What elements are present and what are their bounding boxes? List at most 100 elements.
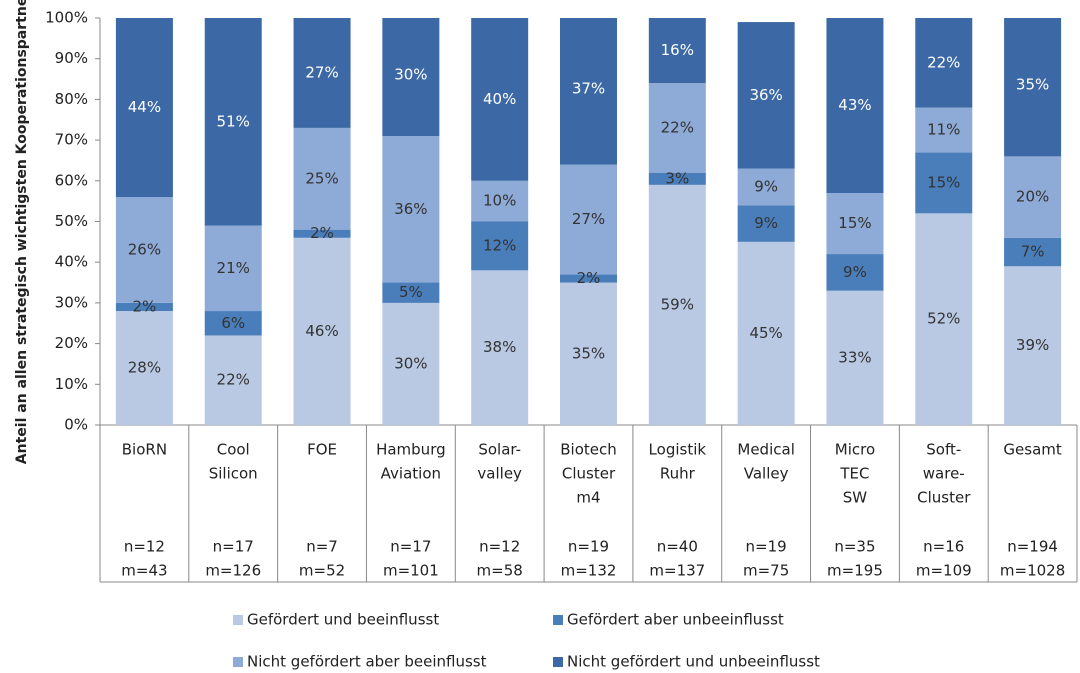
bar-segment xyxy=(1004,266,1062,425)
value-label: 2% xyxy=(310,224,334,242)
bar-segment xyxy=(293,237,351,425)
value-label: 7% xyxy=(1021,243,1045,261)
bar-segment xyxy=(737,22,795,169)
legend-label: Nicht gefördert und unbeeinflusst xyxy=(567,653,820,671)
value-label: 10% xyxy=(483,192,516,210)
x-tick-label: Cool xyxy=(217,441,250,459)
value-label: 37% xyxy=(572,80,605,98)
y-tick-label: 50% xyxy=(55,212,88,230)
bars xyxy=(115,18,1062,425)
bar-segment xyxy=(471,221,529,271)
value-label: 27% xyxy=(572,210,605,228)
bar-segment xyxy=(382,302,440,425)
bar-segment xyxy=(115,311,173,425)
sample-size-label: m=126 xyxy=(205,562,261,580)
sample-size-label: n=194 xyxy=(1007,538,1058,556)
value-label: 2% xyxy=(133,297,157,315)
value-label: 46% xyxy=(305,322,338,340)
bar-segment xyxy=(115,302,173,312)
bar-segment xyxy=(204,18,262,226)
bar-segment xyxy=(471,180,529,222)
bar-segment xyxy=(648,83,706,173)
x-tick-label: Biotech xyxy=(560,441,617,459)
bar-segment xyxy=(382,18,440,137)
bar-segment xyxy=(1004,18,1062,157)
value-label: 52% xyxy=(927,310,960,328)
sample-size-label: n=19 xyxy=(568,538,609,556)
x-tick-label: BioRN xyxy=(122,441,167,459)
y-tick-label: 20% xyxy=(55,334,88,352)
value-label: 39% xyxy=(1016,336,1049,354)
sample-size-label: n=16 xyxy=(923,538,964,556)
bar-segment xyxy=(382,136,440,283)
sample-size-label: n=40 xyxy=(657,538,698,556)
x-tick-label: Cluster xyxy=(562,465,616,483)
value-label: 9% xyxy=(754,177,778,195)
sample-size-label: m=195 xyxy=(827,562,883,580)
value-label: 15% xyxy=(838,214,871,232)
y-tick-label: 0% xyxy=(64,416,88,434)
value-label: 27% xyxy=(305,63,338,81)
bar-segment xyxy=(915,107,973,153)
value-label: 6% xyxy=(221,314,245,332)
value-label: 2% xyxy=(577,269,601,287)
bar-segment xyxy=(115,18,173,198)
bar-segment xyxy=(826,254,884,291)
y-tick-label: 60% xyxy=(55,171,88,189)
x-tick-label: Soft- xyxy=(926,441,961,459)
value-label: 11% xyxy=(927,120,960,138)
value-label: 59% xyxy=(661,295,694,313)
value-label: 16% xyxy=(661,41,694,59)
x-tick-label: m4 xyxy=(576,489,600,507)
value-label: 12% xyxy=(483,236,516,254)
x-tick-label: valley xyxy=(477,465,522,483)
bar-segment xyxy=(915,18,973,108)
bar-segment xyxy=(826,18,884,194)
x-tick-label: Cluster xyxy=(917,489,971,507)
legend-label: Gefördert aber unbeeinflusst xyxy=(567,611,784,629)
value-label: 28% xyxy=(128,359,161,377)
bar-segment xyxy=(471,270,529,425)
x-tick-label: ware- xyxy=(923,465,965,483)
value-label: 38% xyxy=(483,338,516,356)
bar-segment xyxy=(915,213,973,425)
y-tick-label: 70% xyxy=(55,131,88,149)
x-tick-label: Aviation xyxy=(381,465,441,483)
y-axis-title: Anteil an allen strategisch wichtigsten … xyxy=(14,0,30,464)
legend-swatch xyxy=(233,615,243,625)
value-label: 51% xyxy=(217,112,250,130)
x-tick-label: Medical xyxy=(737,441,794,459)
sample-size-label: m=75 xyxy=(743,562,789,580)
bar-segment xyxy=(382,282,440,303)
value-label: 3% xyxy=(665,169,689,187)
x-tick-label: TEC xyxy=(839,465,869,483)
bar-segment xyxy=(1004,237,1062,267)
sample-size-label: m=1028 xyxy=(1000,562,1065,580)
bar-segment xyxy=(293,18,351,128)
y-tick-label: 90% xyxy=(55,49,88,67)
x-tick-label: Micro xyxy=(835,441,875,459)
x-tick-label: Hamburg xyxy=(376,441,446,459)
x-tick-label: Silicon xyxy=(209,465,258,483)
value-label: 15% xyxy=(927,173,960,191)
legend-swatch xyxy=(233,657,243,667)
sample-size-label: m=109 xyxy=(916,562,972,580)
sample-size-label: m=58 xyxy=(477,562,523,580)
value-label: 21% xyxy=(217,259,250,277)
bar-segment xyxy=(293,127,351,230)
value-label: 20% xyxy=(1016,188,1049,206)
sample-size-label: n=12 xyxy=(124,538,165,556)
legend-swatch xyxy=(553,657,563,667)
bar-segment xyxy=(560,274,617,283)
value-label: 25% xyxy=(305,169,338,187)
value-label: 30% xyxy=(394,354,427,372)
sample-size-label: m=101 xyxy=(383,562,439,580)
y-tick-label: 40% xyxy=(55,253,88,271)
y-tick-label: 80% xyxy=(55,90,88,108)
bar-segment xyxy=(115,197,173,303)
value-label: 22% xyxy=(927,53,960,71)
bar-segment xyxy=(826,193,884,255)
value-label: 22% xyxy=(217,371,250,389)
x-tick-label: FOE xyxy=(307,441,337,459)
